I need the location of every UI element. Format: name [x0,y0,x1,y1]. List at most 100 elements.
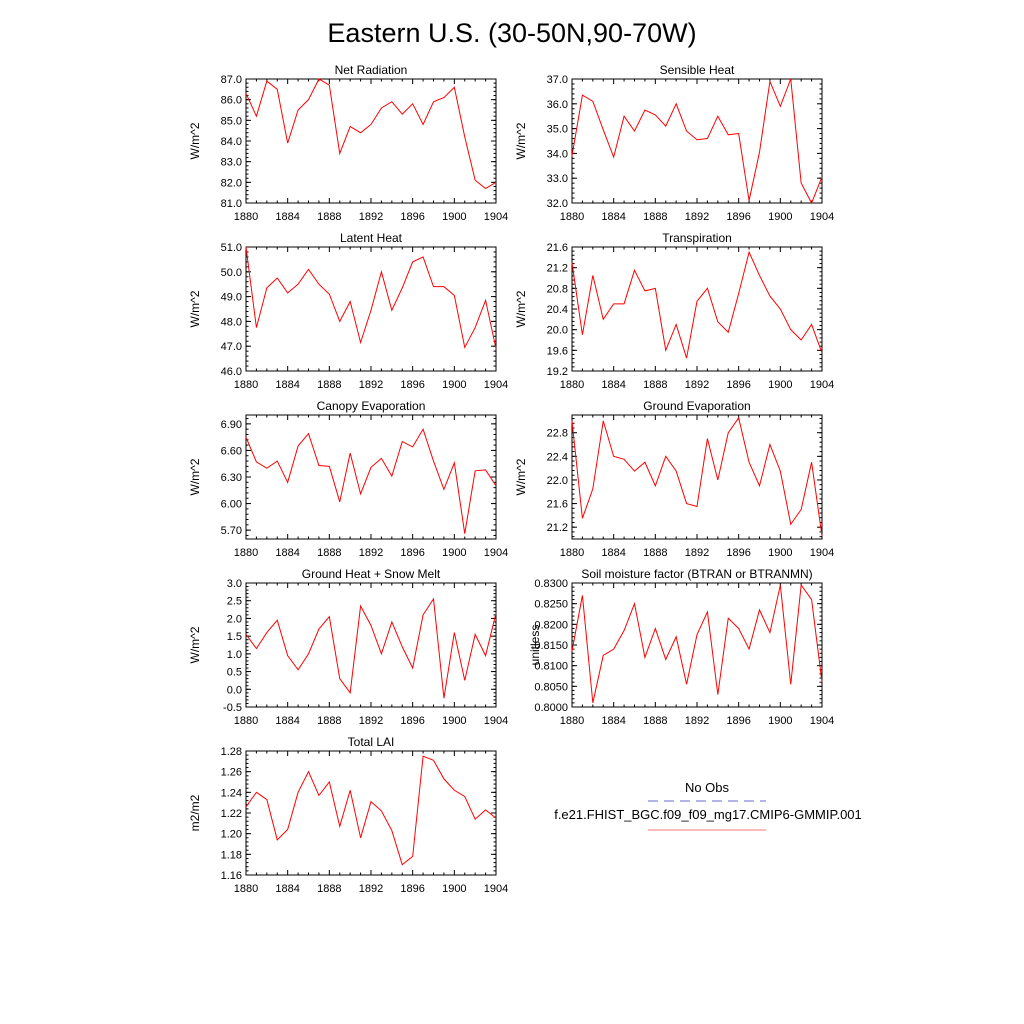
y-axis-label: W/m^2 [514,458,528,495]
panel: Latent Heat 1880 1884 1888 1892 1896 1900 1904 4… [188,231,508,391]
x-tick-label: 1896 [726,715,750,727]
y-tick-label: 22.8 [547,428,568,440]
y-tick-label: 21.6 [547,242,568,254]
x-tick-label: 1900 [442,883,466,895]
series-line [571,416,823,537]
y-tick-label: 1.24 [221,787,242,799]
y-tick-label: 48.0 [221,316,242,328]
x-tick-label: 1888 [317,547,341,559]
panel-title: Ground Evaporation [643,399,750,413]
x-tick-label: 1888 [317,379,341,391]
x-tick-label: 1896 [400,379,424,391]
y-tick-label: 1.26 [221,767,242,779]
panel: Transpiration 1880 1884 1888 1892 1896 1900 190… [514,231,834,391]
y-tick-label: 1.18 [221,849,242,861]
x-tick-label: 1904 [484,547,508,559]
x-tick-label: 1904 [484,883,508,895]
x-tick-label: 1904 [484,211,508,223]
x-tick-label: 1884 [601,715,625,727]
y-tick-label: 81.0 [221,198,242,210]
legend-obs-label: No Obs [685,780,730,795]
y-tick-label: 6.30 [221,472,242,484]
y-tick-label: 1.22 [221,808,242,820]
x-tick-label: 1892 [685,715,709,727]
y-axis-label: W/m^2 [514,290,528,327]
y-tick-label: 1.0 [227,649,242,661]
x-tick-label: 1888 [643,211,667,223]
y-tick-label: 21.2 [547,522,568,534]
y-tick-label: 35.0 [547,124,568,136]
x-tick-label: 1896 [726,379,750,391]
x-tick-label: 1884 [275,379,299,391]
y-tick-label: 3.0 [227,578,242,590]
y-tick-label: 1.20 [221,829,242,841]
panel-title: Sensible Heat [660,63,735,77]
y-tick-label: 49.0 [221,292,242,304]
y-tick-label: 20.8 [547,283,568,295]
y-tick-label: 32.0 [547,198,568,210]
x-tick-label: 1900 [768,211,792,223]
y-tick-label: 5.70 [221,525,242,537]
x-tick-label: 1896 [726,547,750,559]
y-tick-label: 85.0 [221,115,242,127]
y-tick-label: -0.5 [223,702,242,714]
y-tick-label: 2.0 [227,613,242,625]
x-tick-label: 1884 [601,547,625,559]
x-tick-label: 1900 [768,715,792,727]
x-tick-label: 1888 [317,883,341,895]
y-tick-label: 0.8300 [534,578,568,590]
y-tick-label: 19.6 [547,345,568,357]
panel: Ground Evaporation 1880 1884 1888 1892 1896 19… [514,399,834,559]
x-tick-label: 1888 [643,547,667,559]
y-tick-label: 1.5 [227,631,242,643]
y-tick-label: 83.0 [221,157,242,169]
y-tick-label: 22.4 [547,451,568,463]
y-tick-label: 22.0 [547,475,568,487]
x-tick-label: 1892 [685,211,709,223]
x-tick-label: 1880 [560,547,584,559]
x-tick-label: 1892 [359,211,383,223]
x-tick-label: 1904 [484,715,508,727]
y-tick-label: 0.8000 [534,702,568,714]
x-tick-label: 1892 [685,547,709,559]
x-tick-label: 1880 [234,715,258,727]
panel-title: Total LAI [348,735,395,749]
x-tick-label: 1892 [359,379,383,391]
panel: Net Radiation 1880 1884 1888 1892 1896 1900 190… [188,63,508,223]
y-tick-label: 82.0 [221,177,242,189]
x-tick-label: 1896 [400,883,424,895]
x-tick-label: 1900 [442,547,466,559]
y-tick-label: 2.5 [227,596,242,608]
y-tick-label: 46.0 [221,366,242,378]
y-tick-label: 0.8100 [534,661,568,673]
panel-title: Latent Heat [340,231,403,245]
panel-title: Net Radiation [335,63,408,77]
y-tick-label: 0.0 [227,684,242,696]
y-tick-label: 1.16 [221,870,242,882]
y-tick-label: 84.0 [221,136,242,148]
y-tick-label: 47.0 [221,341,242,353]
panel: Soil moisture factor (BTRAN or BTRANMN) 1… [528,567,834,727]
y-axis-label: unitless [528,625,542,666]
y-tick-label: 19.2 [547,366,568,378]
x-tick-label: 1904 [810,715,834,727]
x-tick-label: 1900 [442,211,466,223]
y-tick-label: 86.0 [221,95,242,107]
x-tick-label: 1880 [234,211,258,223]
x-tick-label: 1884 [275,715,299,727]
series-line [571,250,823,359]
series-line [245,755,497,866]
panel: Canopy Evaporation 1880 1884 1888 1892 1896 19… [188,399,508,559]
y-tick-label: 51.0 [221,242,242,254]
x-tick-label: 1880 [234,883,258,895]
panel-title: Ground Heat + Snow Melt [302,567,441,581]
y-tick-label: 37.0 [547,74,568,86]
legend-model-label: f.e21.FHIST_BGC.f09_f09_mg17.CMIP6-GMMIP… [554,807,862,822]
panel: Total LAI 1880 1884 1888 1892 1896 1900 1904 1.1… [188,735,508,895]
x-tick-label: 1888 [317,211,341,223]
y-tick-label: 0.8150 [534,640,568,652]
x-tick-label: 1896 [400,715,424,727]
x-tick-label: 1896 [726,211,750,223]
x-tick-label: 1900 [442,379,466,391]
